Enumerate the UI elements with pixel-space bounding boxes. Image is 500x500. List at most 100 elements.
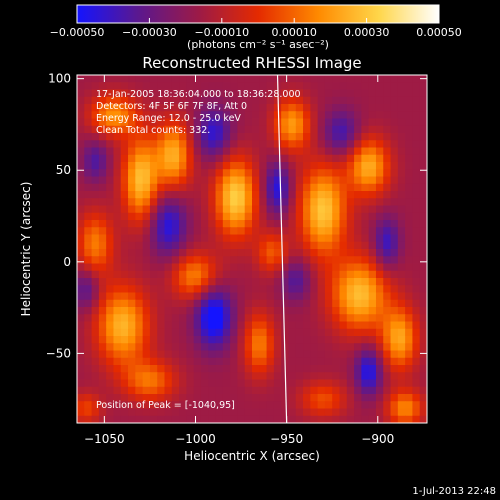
heatmap-cell <box>332 321 341 330</box>
heatmap-cell <box>332 336 341 344</box>
heatmap-cell <box>208 154 217 163</box>
colorbar <box>76 4 440 24</box>
heatmap-cell <box>208 89 217 98</box>
heatmap-cell <box>237 176 246 185</box>
heatmap-cell <box>84 270 93 279</box>
heatmap-cell <box>397 278 406 286</box>
heatmap-cell <box>120 328 129 337</box>
heatmap-cell <box>354 133 362 141</box>
heatmap-cell <box>77 314 85 323</box>
heatmap-cell <box>244 104 253 112</box>
heatmap-cell <box>244 125 253 134</box>
heatmap-cell <box>244 292 253 301</box>
heatmap-cell <box>244 321 253 330</box>
heatmap-cell <box>324 234 333 243</box>
heatmap-cell <box>200 321 209 330</box>
heatmap-cell <box>77 299 85 308</box>
heatmap-cell <box>295 270 304 279</box>
heatmap-cell <box>252 307 260 315</box>
heatmap-cell <box>273 401 282 410</box>
heatmap-cell <box>179 321 187 330</box>
heatmap-cell <box>142 386 151 395</box>
heatmap-cell <box>113 299 122 308</box>
heatmap-cell <box>266 415 275 423</box>
heatmap-cell <box>332 118 341 127</box>
heatmap-cell <box>390 205 399 214</box>
heatmap-cell <box>171 176 180 185</box>
heatmap-cell <box>412 154 421 163</box>
heatmap-cell <box>120 386 129 395</box>
heatmap-cell <box>135 183 144 192</box>
heatmap-cell <box>317 234 326 243</box>
heatmap-cell <box>310 314 319 323</box>
heatmap-cell <box>383 89 392 98</box>
heatmap-cell <box>200 379 209 388</box>
heatmap-cell <box>281 89 290 98</box>
heatmap-cell <box>354 278 362 286</box>
heatmap-cell <box>419 104 427 112</box>
heatmap-cell <box>237 321 246 330</box>
heatmap-cell <box>324 336 333 344</box>
heatmap-cell <box>281 314 290 323</box>
heatmap-cell <box>346 408 355 417</box>
heatmap-cell <box>375 154 384 163</box>
heatmap-cell <box>244 415 253 423</box>
heatmap-cell <box>252 394 260 402</box>
heatmap-cell <box>252 270 260 279</box>
heatmap-cell <box>412 111 421 120</box>
heatmap-cell <box>339 386 348 395</box>
heatmap-cell <box>346 249 355 257</box>
heatmap-cell <box>412 198 421 207</box>
heatmap-cell <box>77 140 85 149</box>
heatmap-cell <box>149 408 158 417</box>
heatmap-cell <box>157 365 166 373</box>
heatmap-cell <box>375 357 384 366</box>
heatmap-cell <box>244 198 253 207</box>
heatmap-cell <box>252 111 260 120</box>
heatmap-cell <box>230 147 239 156</box>
heatmap-cell <box>164 408 173 417</box>
heatmap-cell <box>179 314 187 323</box>
heatmap-cell <box>120 89 129 98</box>
heatmap-cell <box>405 227 414 236</box>
heatmap-cell <box>193 314 202 323</box>
heatmap-cell <box>91 169 100 178</box>
heatmap-cell <box>303 256 311 265</box>
heatmap-cell <box>120 140 129 149</box>
heatmap-cell <box>397 321 406 330</box>
heatmap-cell <box>390 96 399 105</box>
heatmap-cell <box>346 263 355 272</box>
heatmap-cell <box>339 133 348 141</box>
heatmap-cell <box>259 415 268 423</box>
heatmap-cell <box>295 169 304 178</box>
heatmap-cell <box>273 328 282 337</box>
heatmap-cell <box>230 263 239 272</box>
heatmap-cell <box>405 191 414 199</box>
heatmap-cell <box>98 285 107 294</box>
heatmap-cell <box>295 75 304 83</box>
heatmap-cell <box>200 82 209 91</box>
heatmap-cell <box>390 372 399 381</box>
heatmap-cell <box>332 154 341 163</box>
heatmap-cell <box>266 96 275 105</box>
heatmap-cell <box>106 365 115 373</box>
heatmap-cell <box>128 278 136 286</box>
heatmap-cell <box>215 198 224 207</box>
heatmap-cell <box>405 198 414 207</box>
heatmap-cell <box>113 183 122 192</box>
heatmap-cell <box>412 169 421 178</box>
heatmap-cell <box>98 278 107 286</box>
heatmap-cell <box>259 365 268 373</box>
heatmap-cell <box>281 191 290 199</box>
heatmap-cell <box>91 270 100 279</box>
heatmap-cell <box>208 234 217 243</box>
heatmap-cell <box>200 227 209 236</box>
heatmap-cell <box>361 220 370 228</box>
heatmap-cell <box>193 394 202 402</box>
heatmap-cell <box>375 278 384 286</box>
heatmap-cell <box>266 314 275 323</box>
heatmap-cell <box>412 89 421 98</box>
heatmap-cell <box>215 401 224 410</box>
heatmap-cell <box>128 169 136 178</box>
heatmap-cell <box>390 111 399 120</box>
